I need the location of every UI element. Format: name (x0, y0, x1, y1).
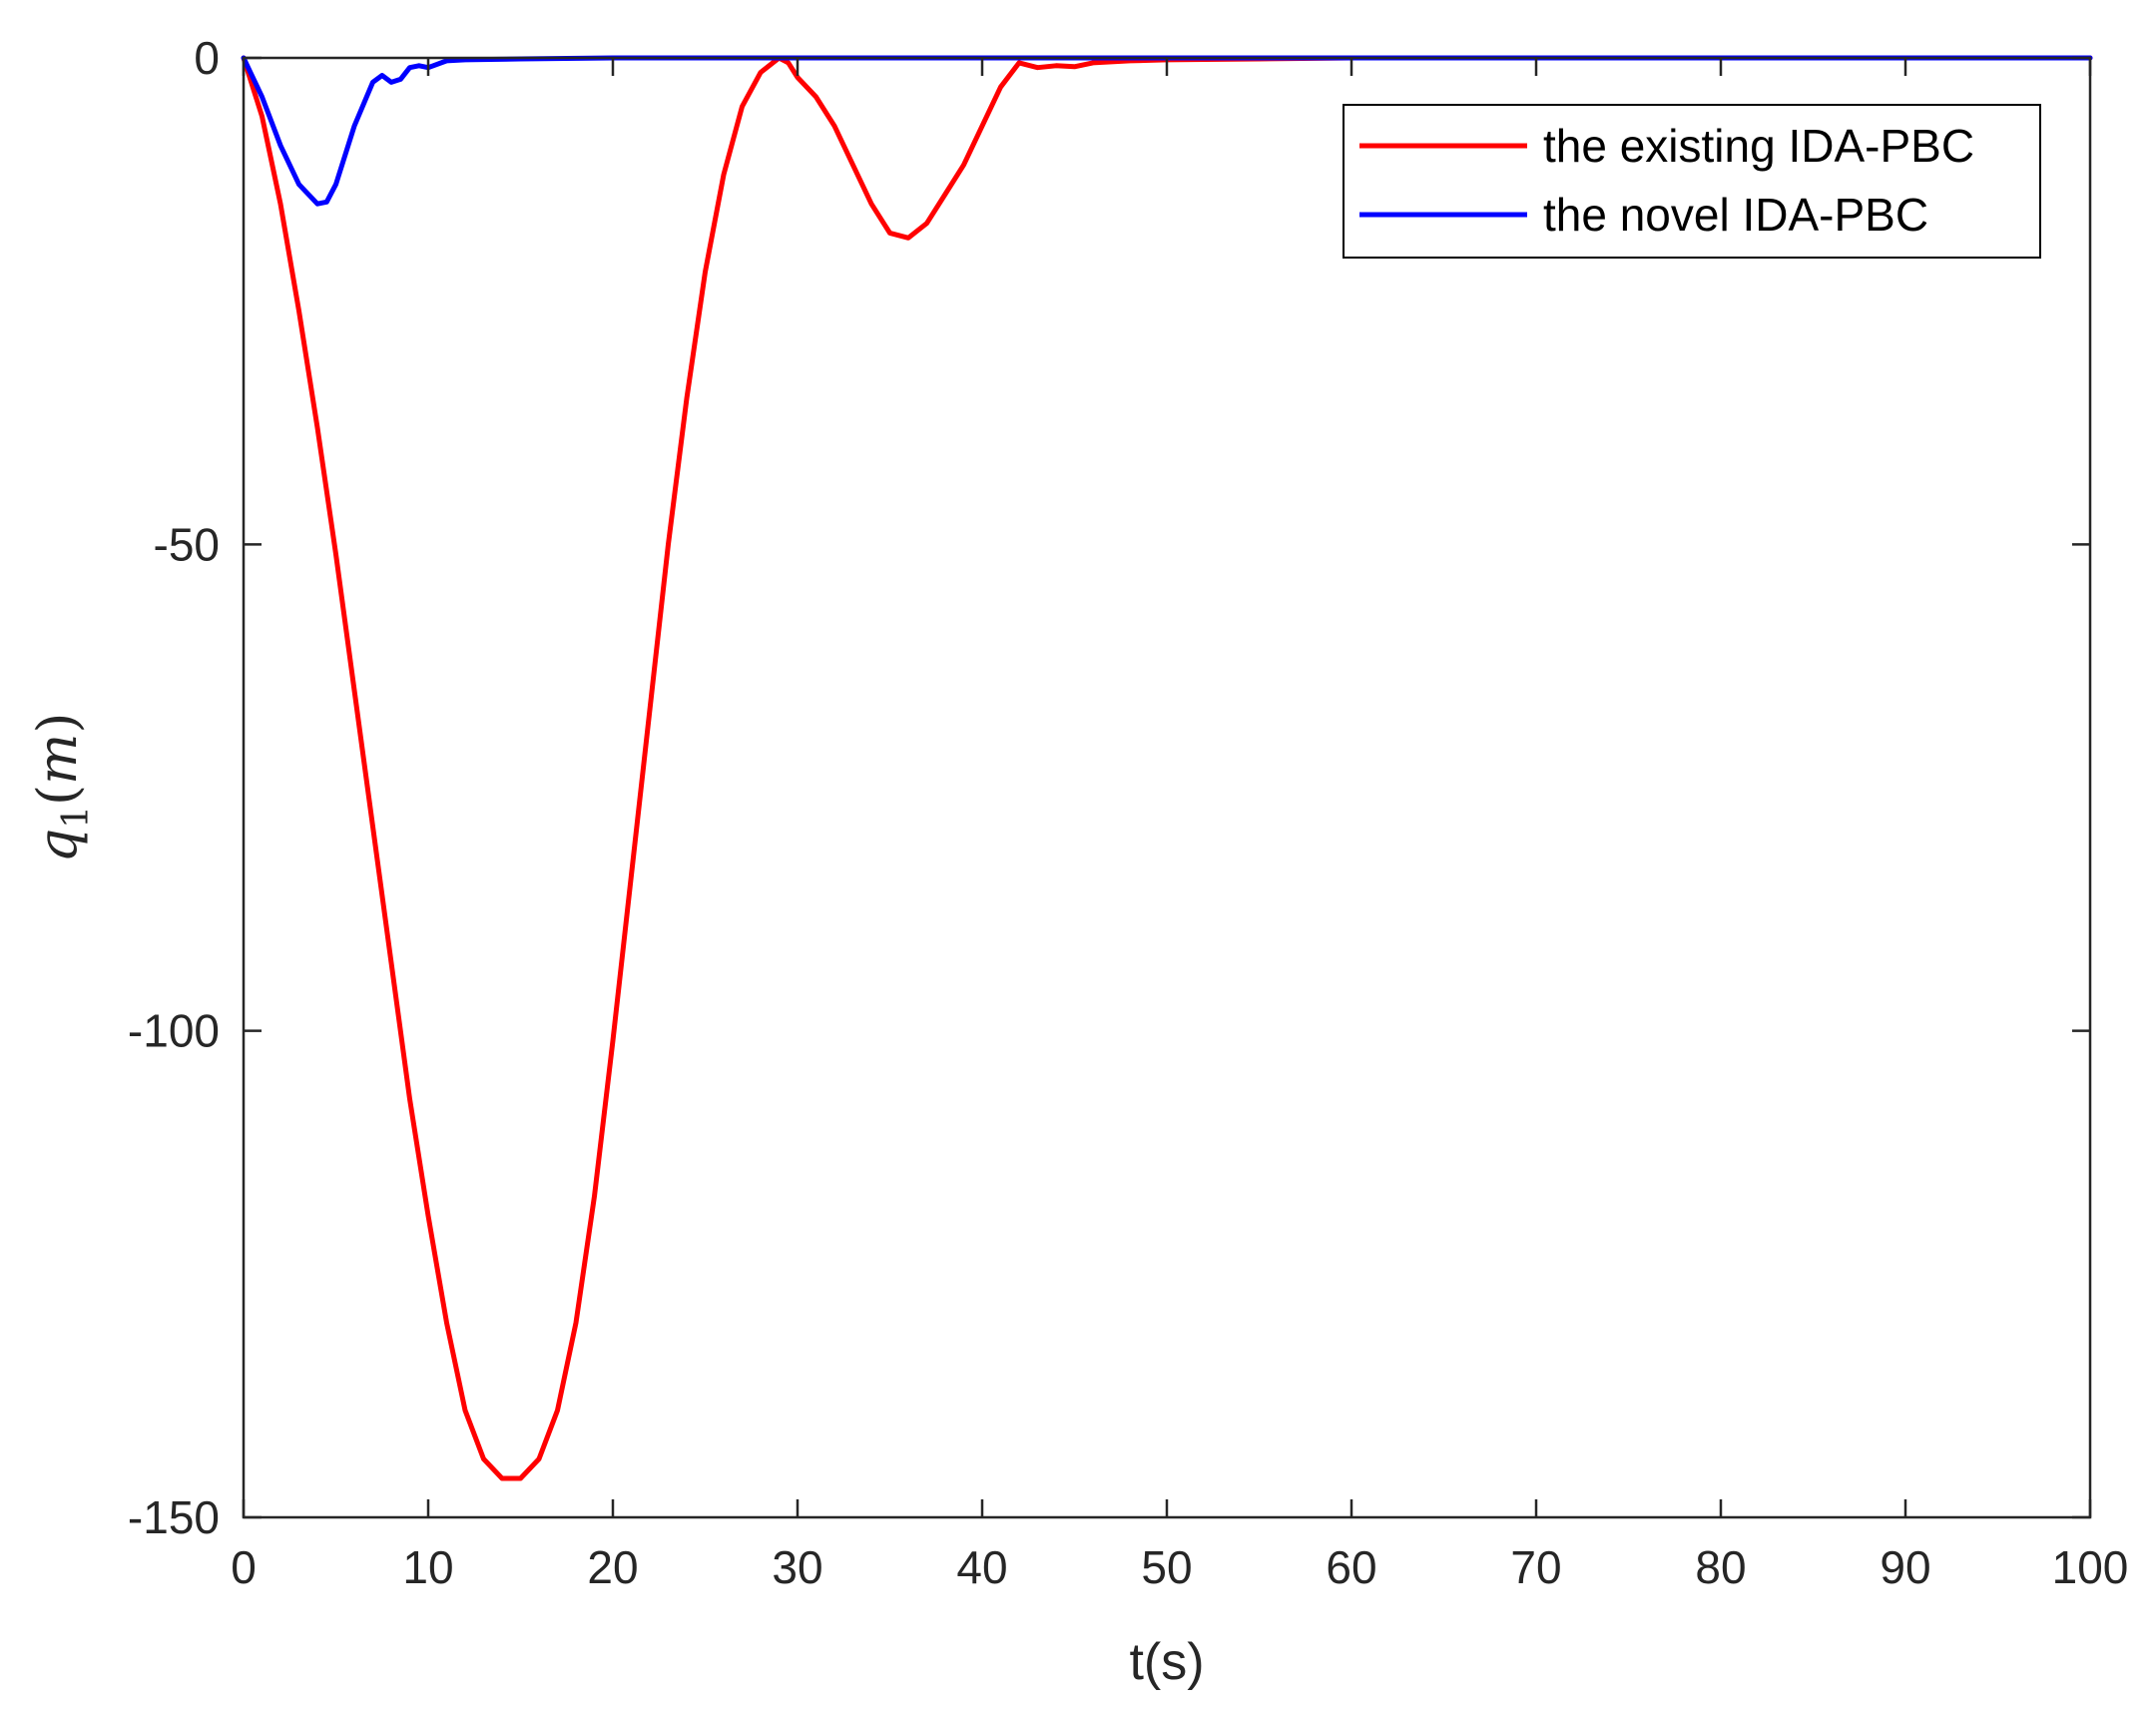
x-tick-label: 50 (1141, 1541, 1192, 1593)
y-axis-label-paren-open: ( (26, 785, 89, 806)
y-axis-label-subscript: 1 (56, 806, 97, 829)
y-tick-label: -50 (154, 518, 220, 570)
x-tick-label: 30 (772, 1541, 822, 1593)
x-tick-labels: 0 10 20 30 40 50 60 70 80 90 100 (231, 1541, 2128, 1593)
x-tick-label: 40 (956, 1541, 1007, 1593)
y-tick-label: 0 (194, 32, 220, 84)
x-tick-label: 70 (1510, 1541, 1561, 1593)
legend-label-existing: the existing IDA-PBC (1543, 120, 1974, 172)
ticks-layer (242, 56, 2092, 1519)
legend-box (1343, 104, 2041, 259)
plot-area (244, 58, 2090, 1517)
x-tick-label: 90 (1880, 1541, 1930, 1593)
legend: the existing IDA-PBC the novel IDA-PBC (1343, 104, 2041, 259)
x-tick-label: 60 (1326, 1541, 1376, 1593)
x-tick-label: 20 (587, 1541, 638, 1593)
series-line-0 (241, 55, 2093, 1481)
x-tick-label: 10 (402, 1541, 453, 1593)
y-axis-label-paren-close: ) (26, 713, 89, 734)
y-axis-label-unit: m (26, 734, 89, 785)
y-tick-label: -100 (128, 1005, 220, 1057)
x-axis-label: t(s) (1129, 1633, 1204, 1691)
y-tick-labels: 0 -50 -100 -150 (128, 32, 220, 1543)
y-axis-label-symbol: q (26, 829, 89, 863)
y-tick-label: -150 (128, 1491, 220, 1543)
y-axis-label: q1(m) (26, 713, 97, 863)
x-tick-label: 100 (2052, 1541, 2129, 1593)
x-tick-label: 0 (231, 1541, 257, 1593)
x-tick-label: 80 (1695, 1541, 1746, 1593)
legend-label-novel: the novel IDA-PBC (1543, 189, 1928, 241)
